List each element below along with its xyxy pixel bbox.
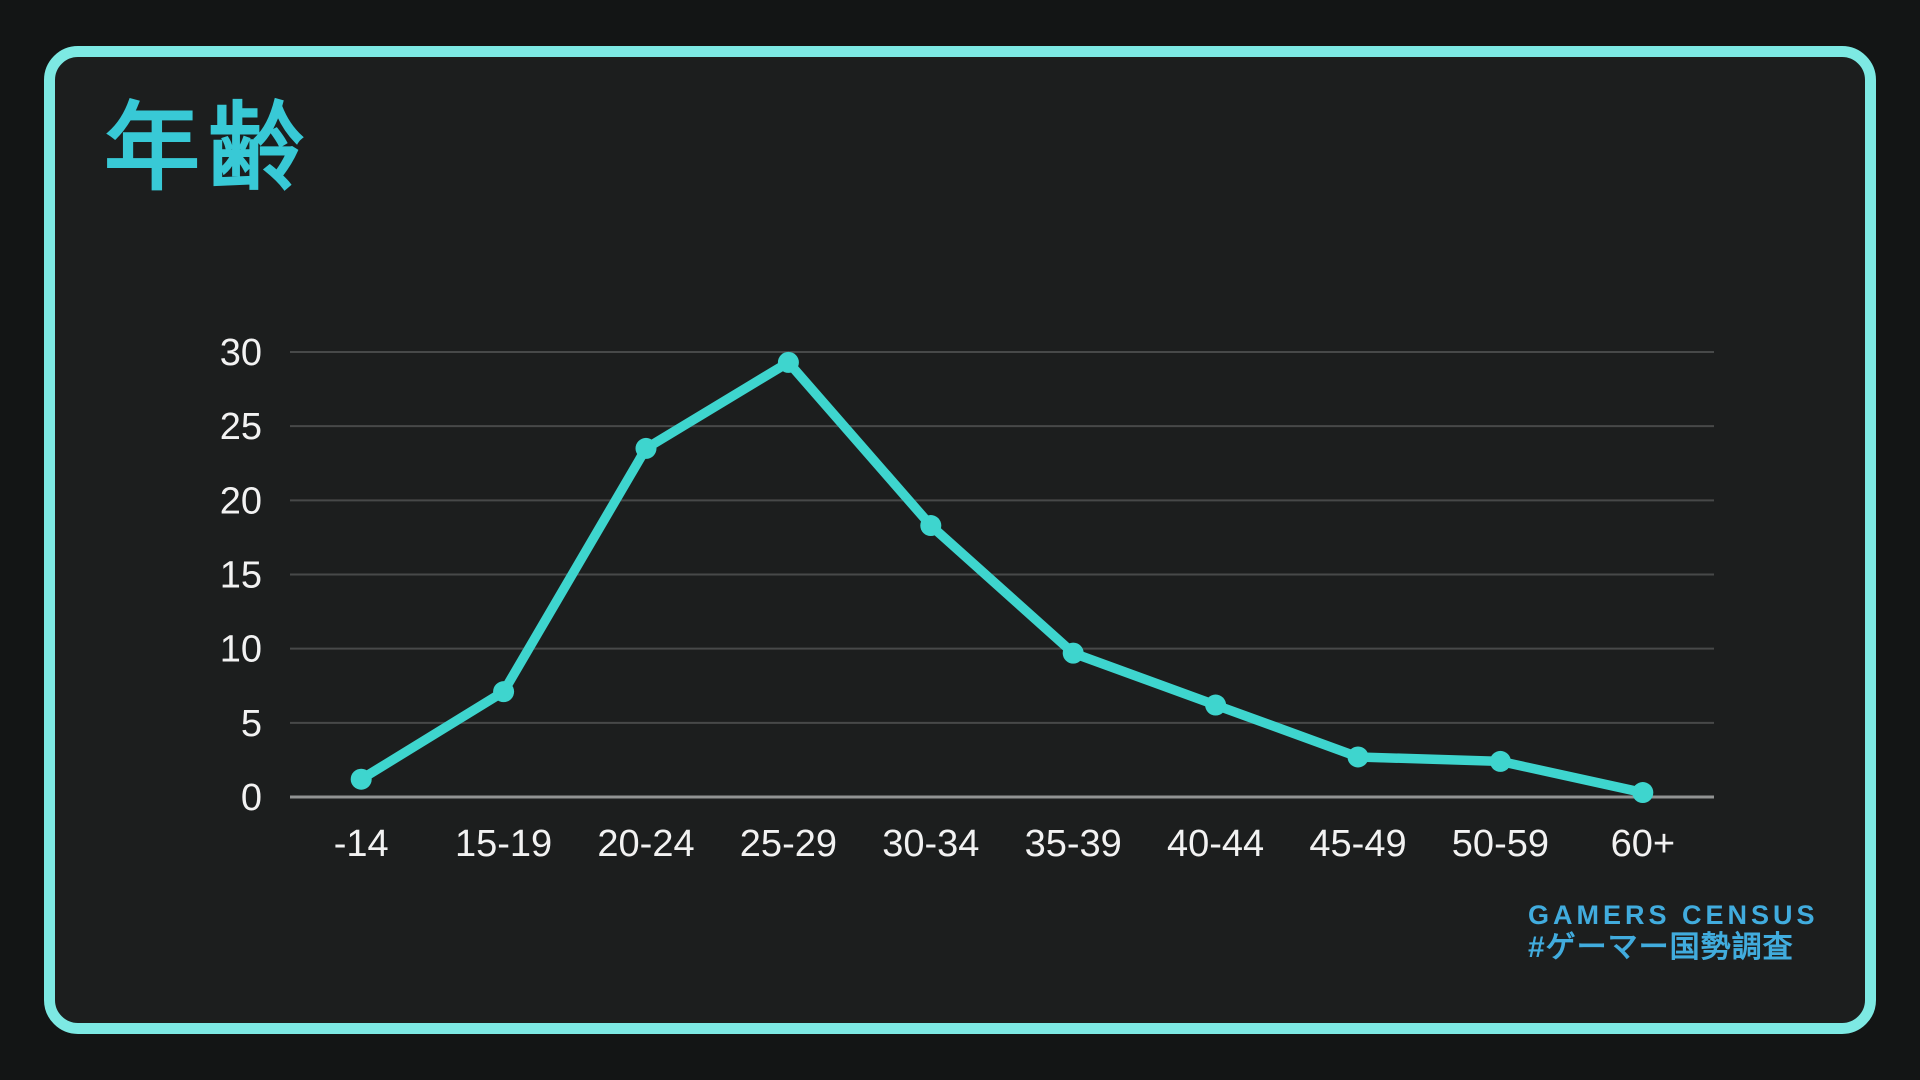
data-point	[1632, 782, 1654, 804]
y-tick-label: 5	[241, 703, 262, 745]
data-point	[920, 515, 942, 537]
x-tick-label: 20-24	[597, 823, 694, 865]
framed-card	[44, 46, 1876, 1034]
x-tick-label: 15-19	[455, 823, 552, 865]
data-point	[350, 768, 372, 790]
data-point	[1347, 746, 1369, 768]
x-tick-label: 40-44	[1167, 823, 1264, 865]
logo-line-2: #ゲーマー国勢調査	[1528, 931, 1794, 965]
data-point	[1489, 750, 1511, 772]
y-tick-label: 30	[220, 332, 262, 374]
x-tick-label: -14	[334, 823, 389, 865]
data-point	[493, 681, 515, 703]
chart-title: 年齢	[104, 95, 312, 202]
y-tick-label: 20	[220, 480, 262, 522]
y-tick-label: 10	[220, 629, 262, 671]
data-line	[356, 357, 1648, 798]
x-tick-label: 25-29	[740, 823, 837, 865]
gamers-census-logo: GAMERS CENSUS #ゲーマー国勢調査	[1528, 901, 1819, 964]
data-point	[777, 351, 799, 373]
y-tick-label: 0	[241, 777, 262, 819]
x-tick-label: 45-49	[1309, 823, 1406, 865]
y-tick-label: 15	[220, 555, 262, 597]
data-point	[635, 437, 657, 459]
y-tick-label: 25	[220, 406, 262, 448]
x-tick-label: 50-59	[1452, 823, 1549, 865]
x-tick-label: 30-34	[882, 823, 979, 865]
data-point	[1062, 642, 1084, 664]
data-point	[1205, 694, 1227, 716]
logo-line-1: GAMERS CENSUS	[1528, 900, 1819, 930]
x-tick-label: 60+	[1611, 823, 1675, 865]
x-tick-label: 35-39	[1025, 823, 1122, 865]
